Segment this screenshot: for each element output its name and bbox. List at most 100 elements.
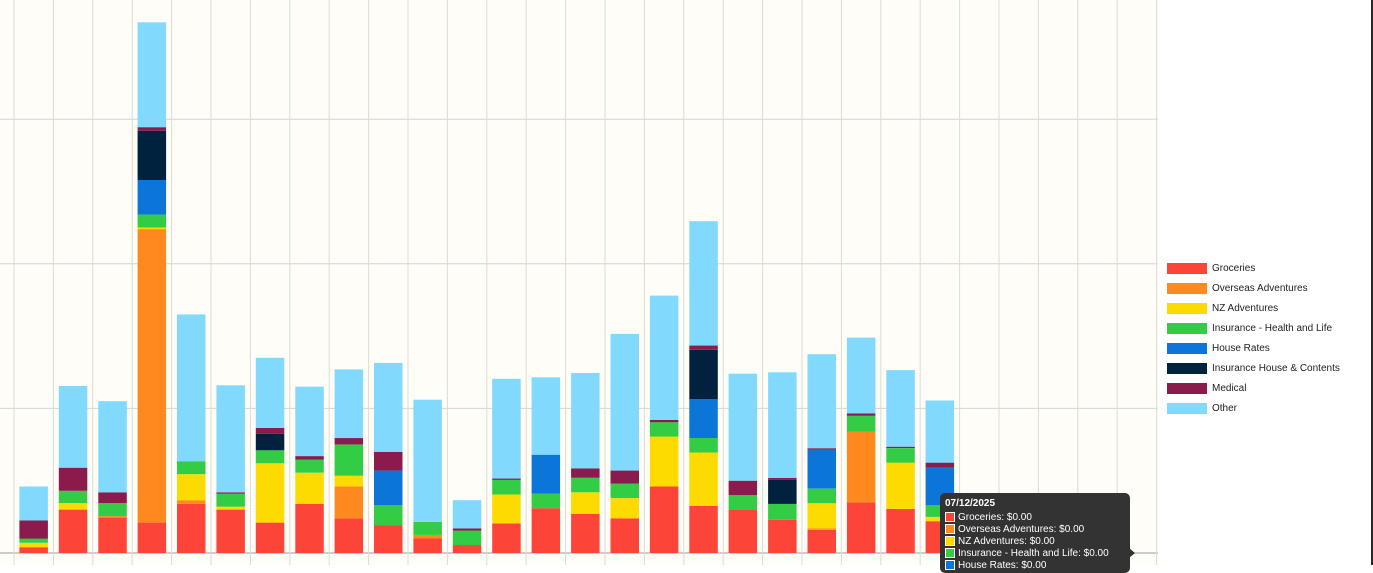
bar-segment[interactable] (571, 492, 600, 514)
bar-segment[interactable] (137, 127, 167, 131)
bar-segment[interactable] (98, 503, 127, 517)
bar-segment[interactable] (374, 525, 403, 554)
bar-segment[interactable] (413, 399, 442, 522)
legend-item[interactable]: Insurance - Health and Life (1167, 318, 1340, 338)
bar-segment[interactable] (334, 444, 364, 476)
bar-segment[interactable] (295, 456, 324, 460)
bar-segment[interactable] (137, 179, 167, 215)
bar-segment[interactable] (216, 509, 245, 553)
bar-segment[interactable] (295, 386, 324, 457)
bar-segment[interactable] (610, 498, 640, 519)
legend-item[interactable]: House Rates (1167, 338, 1340, 358)
bar-segment[interactable] (98, 517, 127, 553)
bar-segment[interactable] (768, 519, 797, 553)
bar-segment[interactable] (492, 478, 521, 480)
bar-segment[interactable] (413, 521, 442, 535)
bar-segment[interactable] (689, 452, 718, 507)
bar-segment[interactable] (452, 545, 482, 553)
bar-segment[interactable] (374, 470, 403, 506)
bar-segment[interactable] (925, 400, 955, 463)
legend-item[interactable]: Insurance House & Contents (1167, 358, 1340, 378)
bar-segment[interactable] (255, 522, 285, 553)
bar-segment[interactable] (98, 492, 127, 504)
bar-segment[interactable] (807, 528, 837, 530)
bar-segment[interactable] (216, 385, 245, 493)
legend-item[interactable]: Other (1167, 398, 1340, 418)
bar-segment[interactable] (19, 486, 48, 521)
bar-segment[interactable] (846, 431, 876, 503)
bar-segment[interactable] (925, 462, 955, 468)
bar-segment[interactable] (58, 503, 88, 510)
bar-segment[interactable] (807, 503, 837, 529)
bar-segment[interactable] (649, 486, 679, 554)
bar-segment[interactable] (413, 534, 442, 539)
bar-segment[interactable] (846, 413, 876, 416)
bar-segment[interactable] (925, 516, 955, 522)
bar-segment[interactable] (728, 495, 758, 510)
bar-segment[interactable] (846, 415, 876, 432)
bar-segment[interactable] (177, 474, 206, 501)
bar-segment[interactable] (295, 503, 324, 553)
bar-segment[interactable] (492, 523, 521, 553)
bar-segment[interactable] (177, 314, 206, 462)
bar-segment[interactable] (886, 448, 915, 463)
bar-segment[interactable] (177, 461, 206, 475)
bar-segment[interactable] (137, 522, 167, 553)
bar-segment[interactable] (452, 500, 482, 529)
bar-segment[interactable] (649, 420, 679, 423)
bar-segment[interactable] (177, 500, 206, 504)
bar-segment[interactable] (886, 370, 915, 447)
bar-segment[interactable] (492, 378, 521, 479)
bar-segment[interactable] (492, 494, 521, 524)
bar-segment[interactable] (728, 373, 758, 481)
bar-segment[interactable] (137, 214, 167, 228)
bar-segment[interactable] (216, 506, 245, 510)
bar-segment[interactable] (610, 483, 640, 499)
bar-segment[interactable] (334, 369, 364, 439)
bar-segment[interactable] (58, 509, 88, 553)
bar-segment[interactable] (846, 337, 876, 414)
bar-segment[interactable] (374, 362, 403, 452)
bar-segment[interactable] (768, 477, 797, 480)
bar-segment[interactable] (255, 357, 285, 428)
bar-segment[interactable] (610, 470, 640, 484)
bar-segment[interactable] (807, 449, 837, 489)
bar-segment[interactable] (295, 459, 324, 473)
bar-segment[interactable] (295, 472, 324, 504)
bar-segment[interactable] (531, 454, 561, 494)
bar-segment[interactable] (571, 477, 600, 493)
bar-segment[interactable] (58, 467, 88, 491)
bar-segment[interactable] (728, 509, 758, 553)
bar-segment[interactable] (98, 516, 127, 518)
bar-segment[interactable] (58, 386, 88, 468)
legend-item[interactable]: Medical (1167, 378, 1340, 398)
bar-segment[interactable] (334, 475, 364, 487)
bar-segment[interactable] (768, 503, 797, 520)
bar-segment[interactable] (374, 451, 403, 471)
bar-segment[interactable] (886, 462, 915, 509)
bar-segment[interactable] (846, 502, 876, 553)
bar-segment[interactable] (255, 427, 285, 434)
bar-segment[interactable] (177, 503, 206, 553)
bar-segment[interactable] (610, 518, 640, 553)
bar-segment[interactable] (807, 354, 837, 449)
legend-item[interactable]: Groceries (1167, 258, 1340, 278)
bar-segment[interactable] (689, 345, 718, 350)
bar-segment[interactable] (19, 542, 48, 548)
bar-segment[interactable] (334, 438, 364, 445)
bar-segment[interactable] (255, 450, 285, 464)
bar-segment[interactable] (886, 508, 915, 553)
bar-segment[interactable] (768, 479, 797, 504)
bar-segment[interactable] (137, 22, 167, 128)
bar-segment[interactable] (19, 538, 48, 543)
bar-segment[interactable] (728, 480, 758, 496)
bar-segment[interactable] (492, 480, 521, 495)
bar-segment[interactable] (610, 333, 640, 471)
bar-segment[interactable] (571, 468, 600, 478)
bar-segment[interactable] (807, 488, 837, 504)
bar-segment[interactable] (137, 130, 167, 180)
bar-segment[interactable] (689, 506, 718, 553)
bar-segment[interactable] (649, 422, 679, 437)
bar-segment[interactable] (334, 518, 364, 553)
bar-segment[interactable] (531, 493, 561, 509)
